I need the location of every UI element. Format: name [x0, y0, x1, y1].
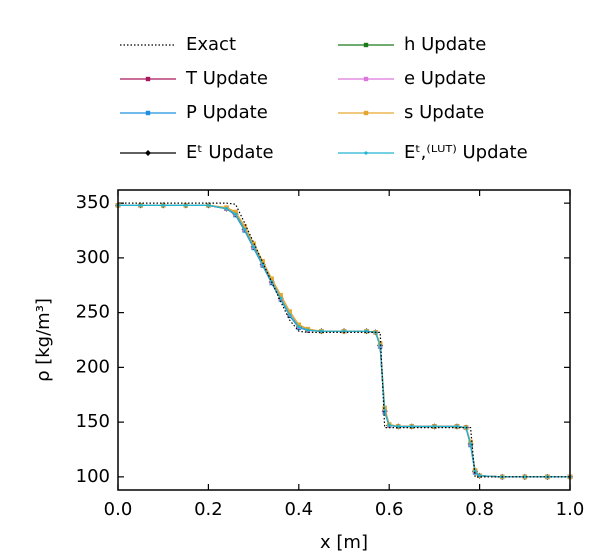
marker [251, 241, 256, 246]
marker [242, 223, 247, 229]
marker [523, 475, 527, 479]
y-tick-label: 150 [76, 411, 110, 432]
marker [161, 203, 165, 207]
y-tick-label: 300 [76, 247, 110, 268]
series [115, 203, 573, 480]
y-tick-label: 100 [76, 466, 110, 487]
marker [224, 207, 229, 211]
x-tick-label: 1.0 [556, 499, 585, 520]
marker [364, 151, 368, 155]
series [118, 202, 570, 478]
marker [296, 322, 301, 327]
marker [468, 442, 473, 446]
legend-label: P Update [186, 102, 268, 123]
marker [145, 150, 151, 156]
series-line [118, 204, 570, 478]
marker [288, 313, 292, 317]
legend-label: Eᵗ Update [186, 142, 274, 163]
marker [233, 212, 238, 216]
marker [319, 329, 323, 333]
marker [206, 203, 210, 207]
marker [279, 296, 283, 300]
marker [306, 328, 310, 332]
series [115, 203, 573, 480]
marker [287, 309, 292, 314]
plot-frame [117, 189, 571, 491]
series [116, 203, 572, 479]
series-line [118, 204, 570, 478]
marker [297, 325, 301, 329]
marker [242, 227, 247, 232]
marker [363, 42, 369, 48]
marker [252, 245, 256, 249]
x-axis-label: x [m] [320, 532, 368, 553]
marker [269, 276, 274, 281]
series [115, 203, 573, 480]
marker [363, 76, 369, 82]
marker [377, 341, 383, 346]
marker [145, 76, 151, 82]
marker [363, 110, 369, 116]
series [115, 203, 573, 480]
series [115, 203, 573, 480]
series-line [118, 204, 570, 478]
legend-label: h Update [404, 34, 486, 55]
legend-label: Eᵗ,⁽ᴸᵁᵀ⁾ Update [404, 142, 528, 163]
series-line [118, 202, 570, 478]
y-axis-label: ρ [kg/m³] [33, 298, 54, 382]
y-tick-label: 200 [76, 356, 110, 377]
marker [260, 258, 265, 264]
x-tick-label: 0.0 [104, 499, 133, 520]
x-tick-label: 0.2 [194, 499, 223, 520]
legend-label: T Update [185, 68, 268, 89]
marker [387, 423, 391, 428]
x-tick-label: 0.8 [465, 499, 494, 520]
legend-label: s Update [404, 102, 484, 123]
legend-label: e Update [404, 68, 486, 89]
marker [184, 203, 188, 207]
marker [139, 203, 143, 207]
series-line [118, 204, 570, 478]
marker [145, 110, 151, 116]
series-line [118, 204, 570, 478]
marker [233, 209, 238, 215]
series-line [118, 204, 570, 478]
y-tick-label: 350 [76, 192, 110, 213]
marker [278, 292, 283, 298]
series [115, 202, 573, 480]
x-tick-label: 0.4 [284, 499, 313, 520]
x-tick-label: 0.6 [375, 499, 404, 520]
y-tick-label: 250 [76, 302, 110, 323]
marker [478, 474, 482, 478]
legend-label: Exact [186, 34, 236, 55]
series-line [118, 204, 570, 478]
